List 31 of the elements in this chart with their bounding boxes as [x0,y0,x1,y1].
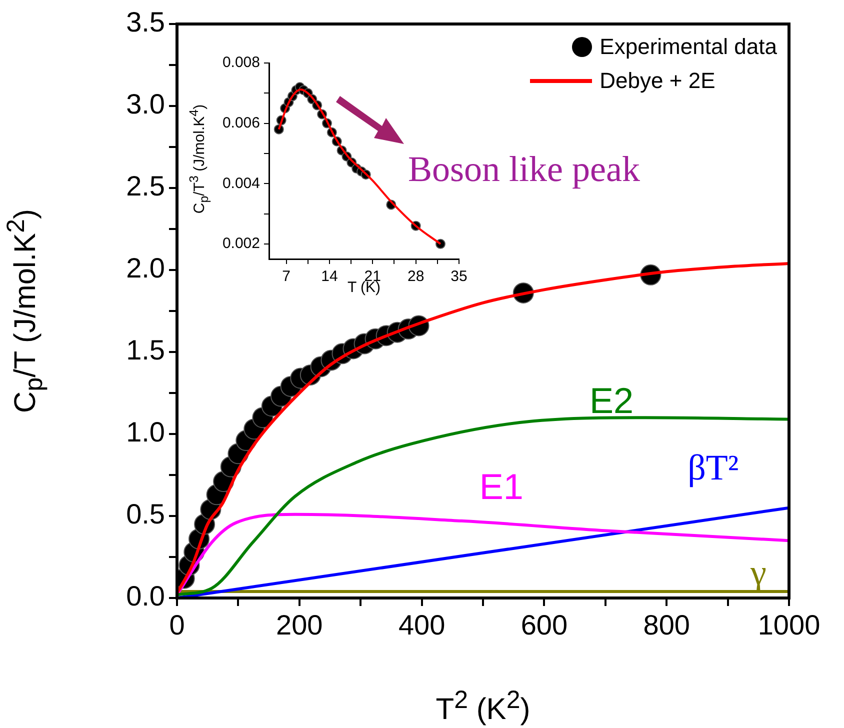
x-tick-label: 14 [321,268,338,286]
x-axis-title: T$^{2}$ (K$^{2}$) [434,686,532,727]
x-tick-label: 7 [282,268,290,286]
y-tick-label: 0.0 [126,580,165,612]
x-tick-label: 35 [450,268,468,286]
series-label: βT² [688,447,739,488]
series-label: E1 [479,466,524,507]
y-tick-label: 2.0 [126,252,165,284]
x-tick-label: 400 [398,610,446,641]
annotation: Boson like peak [408,148,640,190]
y-tick-label: 3.5 [126,6,165,38]
y-tick-label: 3.0 [126,88,165,120]
line-series [177,262,789,595]
series-label: E2 [589,380,634,421]
legend-label: Experimental data [600,34,777,60]
line-series [177,416,789,596]
x-tick-label: 600 [520,610,568,641]
y-tick-label: 1.5 [126,334,165,366]
x-tick-label: 28 [407,268,424,286]
y-tick-label: 2.5 [126,170,165,202]
x-tick-label: 0 [169,610,185,641]
y-tick-label: 0.004 [222,174,260,192]
y-tick-label: 0.5 [126,498,165,530]
x-tick-label: 1000 [758,610,820,641]
legend-label: Debye + 2E [600,68,716,94]
x-tick-label: 200 [276,610,323,641]
y-tick-label: 0.008 [222,54,260,72]
y-tick-label: 0.002 [222,235,260,252]
x-tick-label: 800 [643,610,690,641]
y-tick-label: 0.006 [222,114,260,132]
y-tick-label: 1.0 [126,416,165,448]
